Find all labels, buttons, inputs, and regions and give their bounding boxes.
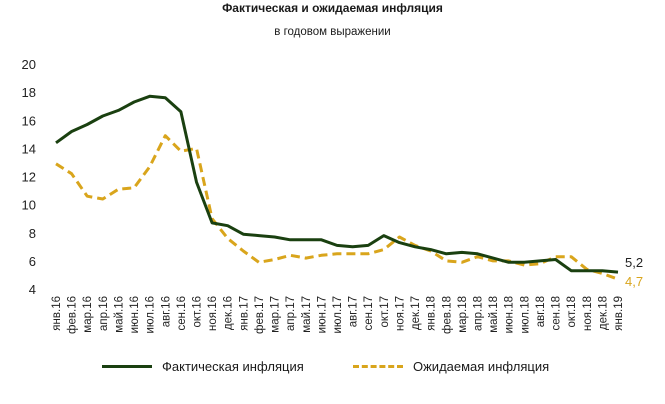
x-tick-label: май.18 <box>488 296 500 333</box>
y-tick-label: 8 <box>29 226 36 241</box>
x-tick-label: июл.18 <box>519 296 531 334</box>
x-tick-label: янв.19 <box>613 296 625 331</box>
x-axis: янв.16 фев.16 мар.16 апр.16 май.16 июн.16 июл.… <box>51 296 625 334</box>
x-tick-label: окт.16 <box>192 296 204 328</box>
legend-swatch-expected <box>353 365 403 368</box>
end-label-expected: 4,7 <box>625 274 643 289</box>
x-tick-label: июл.17 <box>332 296 344 334</box>
x-tick-label: сен.17 <box>363 296 375 330</box>
x-tick-label: апр.18 <box>473 296 485 331</box>
x-tick-label: ноя.17 <box>394 296 406 331</box>
x-tick-label: июн.18 <box>504 296 516 333</box>
x-tick-label: янв.18 <box>426 296 438 331</box>
end-label-actual: 5,2 <box>625 255 643 270</box>
x-tick-label: авг.18 <box>535 296 547 327</box>
x-tick-label: авг.17 <box>348 296 360 327</box>
x-tick-label: окт.18 <box>566 296 578 328</box>
x-tick-label: окт.17 <box>379 296 391 328</box>
legend-swatch-actual <box>102 365 152 368</box>
x-tick-label: ноя.18 <box>582 296 594 331</box>
x-tick-label: фев.17 <box>254 296 266 334</box>
x-tick-label: авг.16 <box>160 296 172 327</box>
series-layer <box>55 94 619 281</box>
y-tick-label: 14 <box>22 141 36 156</box>
x-tick-label: мар.16 <box>82 296 94 333</box>
x-tick-label: фев.18 <box>441 296 453 334</box>
chart-subtitle: в годовом выражении <box>274 26 391 38</box>
x-tick-label: фев.16 <box>67 296 79 334</box>
x-tick-label: дек.17 <box>410 296 422 330</box>
y-tick-label: 18 <box>22 85 36 100</box>
y-tick-label: 20 <box>22 57 36 72</box>
y-tick-label: 6 <box>29 254 36 269</box>
line-chart: 4 6 8 10 12 14 16 18 20 янв.16 фев.16 мар.16 апр.16… <box>22 57 644 334</box>
chart-title: Фактическая и ожидаемая инфляция <box>222 1 443 15</box>
series-line-actual <box>55 94 619 274</box>
x-tick-label: янв.17 <box>238 296 250 331</box>
x-tick-label: июл.16 <box>145 296 157 334</box>
x-tick-label: апр.16 <box>98 296 110 331</box>
x-tick-label: янв.16 <box>51 296 63 331</box>
end-labels: 5,24,7 <box>625 255 643 289</box>
x-tick-label: дек.18 <box>597 296 609 330</box>
x-tick-label: дек.16 <box>223 296 235 330</box>
x-tick-label: май.16 <box>113 296 125 333</box>
y-tick-label: 16 <box>22 113 36 128</box>
legend-item-actual: Фактическая инфляция <box>102 359 304 374</box>
x-tick-label: мар.17 <box>270 296 282 333</box>
series-line-expected <box>55 134 619 281</box>
y-tick-label: 4 <box>29 282 36 297</box>
x-tick-label: апр.17 <box>285 296 297 331</box>
x-tick-label: июн.16 <box>129 296 141 333</box>
x-tick-label: ноя.16 <box>207 296 219 331</box>
legend-label-actual: Фактическая инфляция <box>162 359 304 374</box>
x-tick-label: мар.18 <box>457 296 469 333</box>
x-tick-label: сен.16 <box>176 296 188 330</box>
x-tick-label: июн.17 <box>316 296 328 333</box>
x-tick-label: май.17 <box>301 296 313 333</box>
y-tick-label: 12 <box>22 170 36 185</box>
y-tick-label: 10 <box>22 198 36 213</box>
legend-label-expected: Ожидаемая инфляция <box>413 359 550 374</box>
legend-item-expected: Ожидаемая инфляция <box>353 359 549 374</box>
y-axis: 4 6 8 10 12 14 16 18 20 <box>22 57 36 297</box>
x-tick-label: сен.18 <box>551 296 563 330</box>
legend: Фактическая инфляция Ожидаемая инфляция <box>0 359 665 383</box>
